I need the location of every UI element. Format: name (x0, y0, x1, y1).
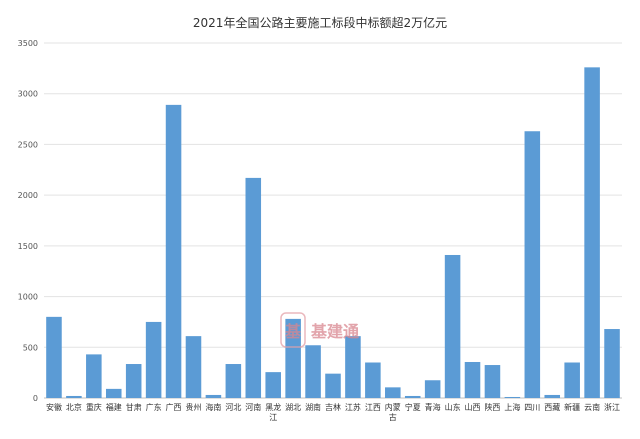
x-tick-label: 云南 (584, 402, 600, 412)
y-axis-ticks: 0 500 1000 1500 2000 2500 3000 3500 (18, 39, 38, 403)
x-tick-label: 安徽 (46, 402, 62, 412)
x-tick-label: 广西 (166, 402, 182, 412)
bar (504, 396, 521, 398)
bar (225, 364, 242, 398)
bar (564, 362, 580, 398)
x-tick-label: 江苏 (345, 402, 361, 412)
bar (385, 387, 401, 398)
bar (544, 394, 561, 398)
bar (205, 394, 222, 398)
y-tick-label: 1000 (18, 293, 38, 302)
gridlines (44, 42, 622, 399)
bar (46, 316, 62, 398)
x-tick-label: 湖南 (305, 402, 321, 412)
y-tick-label: 0 (33, 394, 38, 403)
x-tick-label: 宁夏 (405, 402, 421, 412)
bar (145, 321, 162, 398)
bar (345, 336, 361, 398)
bar (484, 365, 501, 398)
x-tick-label: 古 (389, 412, 397, 422)
watermark-text: 基建通 (310, 322, 359, 341)
bar (604, 329, 620, 398)
x-tick-label: 吉林 (325, 402, 341, 412)
y-tick-label: 1500 (18, 242, 38, 251)
y-tick-label: 2000 (18, 191, 38, 200)
x-tick-label: 江西 (365, 403, 381, 412)
y-tick-label: 500 (23, 343, 38, 352)
footer-credit: 头条 @基建通 (518, 412, 600, 428)
x-tick-label: 西藏 (544, 402, 560, 412)
y-tick-label: 3500 (18, 39, 38, 48)
x-tick-label: 重庆 (86, 402, 102, 412)
watermark-logo: 基 基建通 (280, 312, 359, 348)
bar (305, 345, 321, 398)
bar (444, 254, 461, 398)
x-tick-label: 山西 (465, 402, 481, 412)
bar (404, 395, 421, 398)
x-tick-label: 黑龙 (265, 402, 281, 412)
x-tick-label: 浙江 (604, 402, 620, 412)
bar (125, 364, 142, 398)
x-tick-label: 上海 (504, 402, 520, 412)
bar (424, 380, 441, 398)
x-tick-label: 甘肃 (126, 402, 142, 412)
bar (365, 362, 381, 398)
x-tick-label: 广东 (146, 402, 162, 412)
x-tick-label: 新疆 (564, 402, 580, 412)
bar (165, 104, 182, 398)
y-tick-label: 2500 (18, 140, 38, 149)
bar (105, 388, 122, 398)
bar (66, 395, 82, 398)
bar (584, 67, 600, 398)
x-tick-label: 福建 (106, 402, 122, 412)
x-tick-label: 山东 (445, 402, 461, 412)
x-tick-label: 青海 (425, 402, 441, 412)
x-tick-label: 内蒙 (385, 402, 401, 412)
y-tick-label: 3000 (18, 90, 38, 99)
bar (185, 336, 202, 398)
bars (46, 67, 620, 398)
x-tick-label: 河南 (245, 402, 261, 412)
bar (524, 131, 541, 398)
x-tick-label: 江 (269, 413, 277, 422)
x-tick-label: 北京 (66, 402, 82, 412)
x-tick-label: 海南 (205, 402, 221, 412)
bar (325, 373, 341, 398)
bar (245, 177, 262, 398)
watermark-seal (280, 312, 306, 348)
x-tick-label: 河北 (225, 402, 241, 412)
x-tick-label: 贵州 (185, 402, 201, 412)
x-tick-label: 陕西 (484, 402, 500, 412)
footer-text: 头条 @基建通 (518, 412, 600, 428)
bar (464, 361, 481, 398)
bar (285, 318, 301, 398)
bar (86, 354, 102, 398)
watermark-seal-char: 基 (284, 322, 302, 341)
chart-title: 2021年全国公路主要施工标段中标额超2万亿元 (193, 15, 447, 30)
x-tick-label: 湖北 (285, 403, 301, 412)
bar (265, 372, 281, 398)
x-tick-label: 四川 (524, 403, 540, 412)
